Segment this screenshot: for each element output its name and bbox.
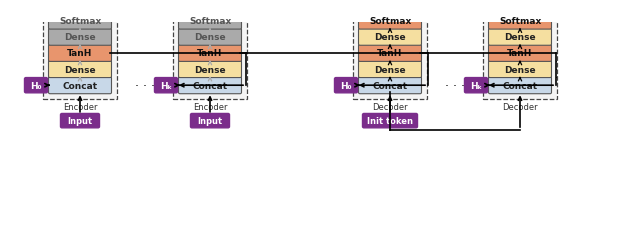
Text: Dense: Dense — [504, 33, 536, 42]
FancyBboxPatch shape — [483, 8, 557, 99]
Text: TanH: TanH — [378, 49, 403, 58]
Text: ·
·
·: · · · — [556, 57, 559, 82]
FancyBboxPatch shape — [49, 29, 111, 46]
Text: Hₖ: Hₖ — [470, 81, 482, 90]
Text: Concat: Concat — [63, 81, 97, 90]
FancyBboxPatch shape — [49, 45, 111, 62]
FancyBboxPatch shape — [358, 13, 422, 30]
FancyBboxPatch shape — [488, 45, 552, 62]
Text: Dense: Dense — [374, 33, 406, 42]
Text: TanH: TanH — [67, 49, 93, 58]
FancyBboxPatch shape — [488, 13, 552, 30]
FancyBboxPatch shape — [191, 114, 230, 128]
FancyBboxPatch shape — [43, 8, 117, 99]
FancyBboxPatch shape — [61, 114, 99, 128]
Text: Softmax: Softmax — [499, 17, 541, 26]
Text: Output: Output — [372, 0, 408, 6]
FancyBboxPatch shape — [358, 77, 422, 94]
Text: Dense: Dense — [64, 65, 96, 74]
Text: Concat: Concat — [193, 81, 228, 90]
Text: TanH: TanH — [197, 49, 223, 58]
Text: TanH: TanH — [508, 49, 532, 58]
FancyBboxPatch shape — [465, 78, 488, 93]
Text: Decoder: Decoder — [502, 103, 538, 112]
Text: H₀: H₀ — [340, 81, 352, 90]
Text: Softmax: Softmax — [189, 17, 231, 26]
FancyBboxPatch shape — [488, 61, 552, 78]
Text: Concat: Concat — [502, 81, 538, 90]
Text: Output: Output — [62, 0, 98, 6]
FancyBboxPatch shape — [56, 0, 104, 9]
Text: Output: Output — [502, 0, 538, 6]
Text: Dense: Dense — [64, 33, 96, 42]
FancyBboxPatch shape — [353, 8, 427, 99]
FancyBboxPatch shape — [173, 8, 247, 99]
Text: · · ·: · · · — [445, 79, 465, 92]
FancyBboxPatch shape — [179, 13, 241, 30]
FancyBboxPatch shape — [179, 61, 241, 78]
Text: Dense: Dense — [504, 65, 536, 74]
FancyBboxPatch shape — [365, 0, 415, 9]
Text: Encoder: Encoder — [63, 103, 97, 112]
Text: Input: Input — [67, 117, 93, 126]
Text: Output: Output — [192, 0, 228, 6]
FancyBboxPatch shape — [362, 114, 417, 128]
Text: Input: Input — [197, 117, 223, 126]
Text: Dense: Dense — [374, 65, 406, 74]
Text: Dense: Dense — [194, 33, 226, 42]
FancyBboxPatch shape — [49, 77, 111, 94]
Text: · · ·: · · · — [135, 79, 155, 92]
Text: Encoder: Encoder — [193, 103, 227, 112]
FancyBboxPatch shape — [495, 0, 545, 9]
Text: Dense: Dense — [194, 65, 226, 74]
Text: Decoder: Decoder — [372, 103, 408, 112]
FancyBboxPatch shape — [49, 61, 111, 78]
FancyBboxPatch shape — [358, 45, 422, 62]
FancyBboxPatch shape — [179, 29, 241, 46]
FancyBboxPatch shape — [49, 13, 111, 30]
Text: Softmax: Softmax — [59, 17, 101, 26]
Text: Concat: Concat — [372, 81, 408, 90]
Text: Hₖ: Hₖ — [160, 81, 172, 90]
FancyBboxPatch shape — [154, 78, 177, 93]
FancyBboxPatch shape — [358, 29, 422, 46]
FancyBboxPatch shape — [488, 29, 552, 46]
Text: H₀: H₀ — [30, 81, 42, 90]
FancyBboxPatch shape — [335, 78, 358, 93]
Text: Softmax: Softmax — [369, 17, 411, 26]
FancyBboxPatch shape — [24, 78, 47, 93]
FancyBboxPatch shape — [488, 77, 552, 94]
FancyBboxPatch shape — [179, 77, 241, 94]
FancyBboxPatch shape — [358, 61, 422, 78]
Text: Init token: Init token — [367, 117, 413, 126]
FancyBboxPatch shape — [186, 0, 234, 9]
FancyBboxPatch shape — [179, 45, 241, 62]
